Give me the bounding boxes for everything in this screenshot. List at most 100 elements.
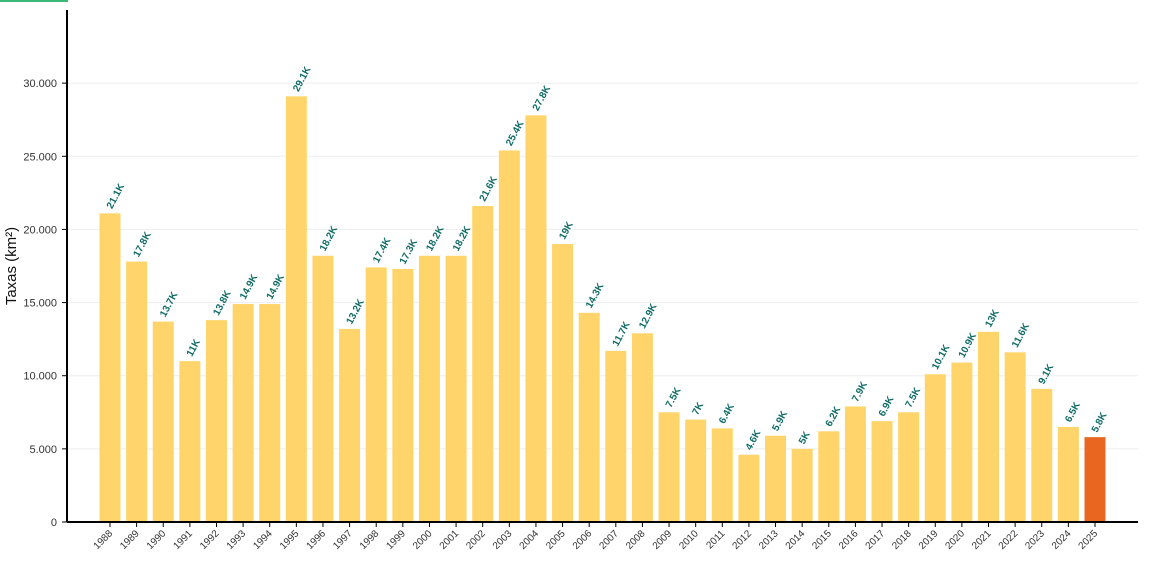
x-tick-label: 1991 bbox=[171, 528, 195, 552]
value-label: 14.3K bbox=[584, 281, 607, 310]
bar bbox=[711, 428, 733, 522]
x-tick-label: 1994 bbox=[251, 528, 275, 552]
value-label: 19K bbox=[558, 219, 577, 241]
bar bbox=[472, 206, 494, 522]
value-label: 6.4K bbox=[717, 401, 737, 426]
bar bbox=[818, 431, 840, 522]
bar bbox=[1031, 388, 1053, 522]
value-label: 12.9K bbox=[637, 301, 660, 330]
x-tick-label: 2015 bbox=[810, 528, 834, 552]
value-label: 17.4K bbox=[371, 235, 394, 264]
value-label: 25.4K bbox=[504, 118, 527, 147]
bar bbox=[445, 255, 467, 522]
bar bbox=[152, 321, 174, 522]
x-tick-label: 2002 bbox=[464, 528, 488, 552]
value-label: 11.6K bbox=[1010, 321, 1032, 350]
bar bbox=[232, 304, 254, 522]
x-tick-label: 2004 bbox=[518, 528, 542, 552]
x-tick-label: 1992 bbox=[198, 528, 222, 552]
y-tick-label: 10.000 bbox=[23, 371, 57, 383]
y-tick-label: 15.000 bbox=[23, 298, 57, 310]
x-tick-label: 2007 bbox=[597, 528, 621, 552]
y-tick-label: 5.000 bbox=[29, 444, 57, 456]
x-tick-label: 2000 bbox=[411, 528, 435, 552]
x-tick-label: 2006 bbox=[571, 528, 595, 552]
x-tick-label: 2014 bbox=[784, 528, 808, 552]
bar bbox=[285, 96, 307, 523]
value-label: 13K bbox=[983, 307, 1002, 329]
bar bbox=[498, 150, 520, 523]
x-tick-label: 2020 bbox=[944, 528, 968, 552]
bar bbox=[525, 115, 547, 522]
bar bbox=[578, 312, 600, 522]
y-tick-label: 30.000 bbox=[23, 78, 57, 90]
x-tick-label: 2016 bbox=[837, 528, 861, 552]
value-label: 21.1K bbox=[105, 181, 128, 210]
value-label: 9.1K bbox=[1037, 362, 1057, 387]
value-label: 17.8K bbox=[132, 230, 155, 259]
bar bbox=[605, 350, 627, 522]
value-label: 21.6K bbox=[478, 174, 501, 203]
bar bbox=[685, 419, 707, 522]
bar bbox=[312, 255, 334, 522]
bar bbox=[205, 320, 227, 522]
value-label: 14.9K bbox=[238, 272, 261, 301]
x-tick-label: 2019 bbox=[917, 528, 941, 552]
value-label: 7K bbox=[691, 400, 707, 417]
value-label: 27.8K bbox=[531, 83, 554, 112]
value-label: 29.1K bbox=[291, 64, 314, 93]
y-tick-label: 25.000 bbox=[23, 151, 57, 163]
bar bbox=[1004, 352, 1026, 522]
value-label: 7.5K bbox=[904, 385, 924, 410]
bar bbox=[392, 268, 414, 522]
y-tick-label: 20.000 bbox=[23, 224, 57, 236]
bar bbox=[126, 261, 148, 522]
x-tick-label: 1988 bbox=[92, 528, 116, 552]
value-label: 10.1K bbox=[930, 342, 953, 371]
bar bbox=[765, 435, 787, 522]
x-tick-label: 2018 bbox=[890, 528, 914, 552]
x-tick-label: 1998 bbox=[358, 528, 382, 552]
x-tick-label: 2010 bbox=[677, 528, 701, 552]
x-tick-label: 1997 bbox=[331, 528, 355, 552]
value-label: 18.2K bbox=[451, 224, 474, 253]
value-label: 11.7K bbox=[611, 319, 633, 348]
value-label: 6.5K bbox=[1063, 400, 1083, 425]
value-label: 5.9K bbox=[770, 409, 790, 434]
value-label: 5.8K bbox=[1090, 410, 1110, 435]
bar bbox=[658, 412, 680, 522]
x-tick-label: 2017 bbox=[864, 528, 888, 552]
value-label: 6.9K bbox=[877, 394, 897, 419]
x-tick-label: 2013 bbox=[757, 528, 781, 552]
bar bbox=[179, 361, 201, 522]
y-axis-label: Taxas (km²) bbox=[3, 227, 20, 305]
x-tick-label: 2005 bbox=[544, 528, 568, 552]
x-tick-label: 1999 bbox=[384, 528, 408, 552]
x-tick-label: 2022 bbox=[997, 528, 1021, 552]
bar bbox=[365, 267, 387, 522]
x-tick-label: 1989 bbox=[118, 528, 142, 552]
x-tick-label: 1993 bbox=[225, 528, 249, 552]
x-tick-label: 2025 bbox=[1077, 528, 1101, 552]
x-tick-label: 1990 bbox=[145, 528, 169, 552]
x-tick-label: 2009 bbox=[651, 528, 675, 552]
value-label: 18.2K bbox=[318, 224, 341, 253]
value-label: 7.9K bbox=[850, 379, 870, 404]
bar bbox=[631, 333, 653, 522]
value-label: 7.5K bbox=[664, 385, 684, 410]
x-tick-label: 2024 bbox=[1050, 528, 1074, 552]
value-label: 17.3K bbox=[398, 237, 421, 266]
x-tick-label: 2001 bbox=[438, 528, 462, 552]
x-tick-label: 2023 bbox=[1023, 528, 1047, 552]
bar bbox=[791, 448, 813, 522]
y-tick-label: 0 bbox=[51, 517, 57, 529]
bar bbox=[552, 244, 574, 523]
value-label: 6.2K bbox=[824, 404, 844, 429]
value-label: 13.7K bbox=[158, 290, 181, 319]
bar bbox=[844, 406, 866, 522]
bar bbox=[418, 255, 440, 522]
x-tick-label: 2003 bbox=[491, 528, 515, 552]
x-tick-label: 2012 bbox=[731, 528, 755, 552]
x-tick-label: 2021 bbox=[970, 528, 994, 552]
